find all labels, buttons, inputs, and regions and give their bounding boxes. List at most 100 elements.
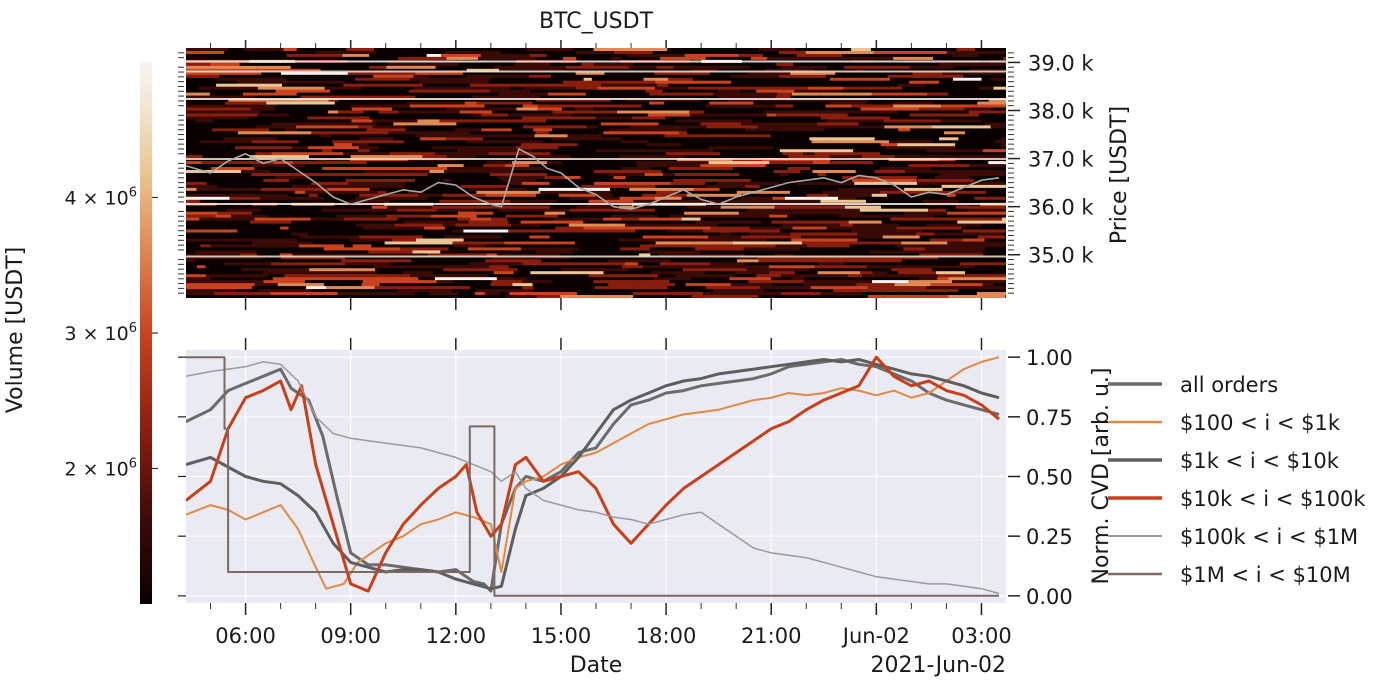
heatmap-cell [324, 196, 356, 201]
heatmap-cell [689, 110, 704, 114]
heatmap-cell [655, 86, 688, 90]
heatmap-cell [507, 187, 528, 192]
heatmap-cell [857, 164, 909, 168]
heatmap-cell [860, 107, 920, 111]
heatmap-cell [655, 241, 733, 245]
heatmap-cell [826, 173, 901, 177]
heatmap-cell [690, 262, 711, 266]
heatmap-cell [657, 83, 669, 87]
heatmap-cell [653, 277, 692, 281]
heatmap-cell [469, 83, 535, 87]
heatmap-cell [466, 68, 499, 73]
heatmap-cell [186, 89, 213, 93]
heatmap-cell [351, 107, 392, 111]
heatmap-cell [377, 271, 403, 275]
heatmap-cell [857, 241, 901, 245]
heatmap-cell [761, 244, 776, 248]
heatmap-cell [416, 134, 483, 138]
heatmap-cell [299, 176, 311, 180]
heatmap-cell [855, 170, 875, 174]
heatmap-cell [186, 54, 233, 58]
heatmap-cell [360, 289, 377, 293]
heatmap-cell [281, 68, 321, 73]
heatmap-cell [924, 83, 957, 87]
heatmap-cell [186, 280, 264, 284]
heatmap-cell [744, 253, 775, 257]
heatmap-cell [464, 101, 477, 105]
heatmap-cell [873, 161, 902, 165]
heatmap-cell [398, 56, 407, 61]
heatmap-cell [958, 137, 1001, 141]
heatmap-cell [439, 295, 506, 298]
heatmap-cell [619, 208, 656, 212]
heatmap-cell [495, 247, 522, 251]
heatmap-cell [298, 140, 317, 144]
heatmap-cell [210, 193, 289, 198]
heatmap-cell [432, 271, 494, 275]
heatmap-cell [186, 92, 210, 96]
heatmap-cell [186, 193, 211, 198]
heatmap-cell [575, 86, 598, 90]
heatmap-cell [497, 253, 560, 257]
heatmap-cell [217, 184, 293, 189]
heatmap-cell [257, 113, 271, 117]
heatmap-cell [537, 107, 563, 111]
heatmap-cell [481, 128, 512, 132]
heatmap-cell [573, 48, 594, 52]
heatmap-cell [425, 89, 490, 93]
heatmap-cell [324, 283, 362, 287]
heatmap-cell [732, 241, 803, 245]
heatmap-cell [536, 98, 611, 102]
heatmap-cell [398, 110, 460, 114]
heatmap-cell [686, 128, 720, 132]
heatmap-cell [641, 104, 682, 108]
heatmap-cell [564, 176, 581, 180]
heatmap-cell [198, 86, 214, 90]
heatmap-cell [738, 256, 759, 260]
heatmap-cell [661, 170, 681, 174]
heatmap-cell [731, 80, 756, 84]
heatmap-cell [776, 113, 848, 117]
heatmap-cell [212, 128, 269, 132]
heatmap-cell [246, 143, 292, 147]
heatmap-cell [371, 199, 390, 204]
heatmap-cell [186, 187, 197, 192]
heatmap-cell [994, 283, 1006, 287]
heatmap-cell [931, 125, 991, 129]
heatmap-cell [444, 170, 513, 174]
heatmap-cell [909, 54, 952, 58]
heatmap-cell [597, 125, 614, 129]
heatmap-cell [595, 149, 639, 153]
heatmap-cell [386, 65, 436, 70]
heatmap-cell [664, 101, 688, 105]
heatmap-cell [965, 167, 997, 171]
heatmap-cell [977, 235, 1006, 239]
heatmap-cell [645, 89, 663, 93]
heatmap-cell [294, 274, 347, 278]
heatmap-cell [218, 226, 281, 230]
heatmap-cell [206, 295, 283, 298]
heatmap-cell [928, 208, 947, 212]
heatmap-cell [403, 140, 467, 144]
heatmap-cell [867, 286, 892, 290]
heatmap-cell [833, 289, 856, 293]
heatmap-cell [279, 146, 292, 150]
heatmap-cell [739, 54, 764, 58]
heatmap-cell [817, 271, 861, 275]
heatmap-cell [708, 161, 770, 165]
heatmap-cell [268, 274, 285, 278]
heatmap-cell [236, 289, 259, 293]
heatmap-cell [684, 211, 739, 215]
heatmap-cell [732, 167, 788, 171]
heatmap-cell [534, 134, 568, 138]
heatmap-cell [862, 134, 936, 138]
heatmap-cell [186, 62, 211, 67]
heatmap-cell [427, 196, 505, 201]
heatmap-cell [577, 152, 597, 156]
heatmap-cell [277, 137, 347, 141]
heatmap-cell [484, 104, 523, 108]
heatmap-cell [454, 107, 517, 111]
heatmap-cell [719, 71, 736, 76]
heatmap-cell [456, 122, 511, 126]
heatmap-cell [504, 196, 569, 201]
